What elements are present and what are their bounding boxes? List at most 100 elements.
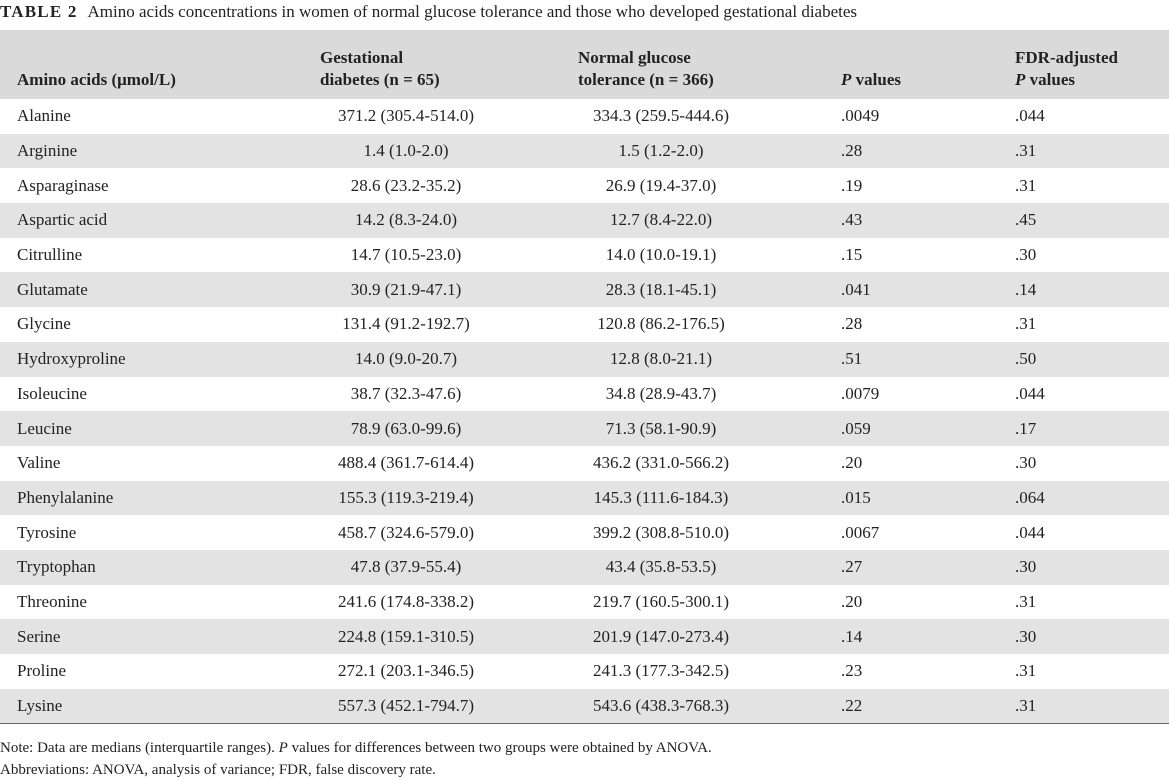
cell-p-value: .20 (841, 591, 863, 611)
cell-normal-glucose-tolerance: 1.5 (1.2-2.0) (618, 141, 704, 161)
cell-fdr-adjusted-p-value: .044 (1015, 522, 1045, 542)
table-row: Alanine 371.2 (305.4-514.0) 334.3 (259.5-4… (0, 99, 1169, 134)
note-line: Note: Data are medians (interquartile ra… (0, 740, 712, 756)
cell-amino-acid: Hydroxyproline (17, 349, 126, 369)
cell-p-value: .0067 (841, 522, 880, 542)
header-p-values: P values (841, 70, 901, 89)
table-body: Alanine 371.2 (305.4-514.0) 334.3 (259.5-4… (0, 99, 1169, 724)
header-fdr-adjusted-p-values: FDR-adjusted P values (1015, 48, 1118, 89)
cell-amino-acid: Tyrosine (17, 522, 77, 542)
cell-p-value: .14 (841, 626, 863, 646)
header-amino-acids: Amino acids (μmol/L) (17, 70, 176, 89)
cell-normal-glucose-tolerance: 71.3 (58.1-90.9) (605, 418, 717, 438)
table-label: TABLE 2 (0, 2, 78, 21)
cell-amino-acid: Tryptophan (17, 557, 96, 577)
cell-p-value: .19 (841, 175, 863, 195)
cell-normal-glucose-tolerance: 219.7 (160.5-300.1) (593, 591, 729, 611)
cell-amino-acid: Leucine (17, 418, 72, 438)
table-row: Citrulline 14.7 (10.5-23.0) 14.0 (10.0-19.… (0, 238, 1169, 273)
cell-gestational-diabetes: 241.6 (174.8-338.2) (338, 591, 474, 611)
table-row: Valine 488.4 (361.7-614.4) 436.2 (331.0-56… (0, 446, 1169, 481)
cell-gestational-diabetes: 155.3 (119.3-219.4) (338, 487, 474, 507)
cell-gestational-diabetes: 14.7 (10.5-23.0) (350, 245, 462, 265)
table-row: Aspartic acid 14.2 (8.3-24.0) 12.7 (8.4-22… (0, 203, 1169, 238)
table-title: Amino acids concentrations in women of n… (87, 2, 858, 21)
cell-p-value: .28 (841, 141, 863, 161)
cell-normal-glucose-tolerance: 43.4 (35.8-53.5) (605, 557, 717, 577)
cell-p-value: .22 (841, 695, 863, 715)
cell-p-value: .27 (841, 557, 863, 577)
cell-fdr-adjusted-p-value: .31 (1015, 591, 1037, 611)
cell-gestational-diabetes: 131.4 (91.2-192.7) (342, 314, 470, 334)
cell-fdr-adjusted-p-value: .31 (1015, 661, 1037, 681)
cell-amino-acid: Alanine (17, 106, 71, 126)
header-normal-glucose-tolerance: Normal glucose tolerance (n = 366) (578, 48, 714, 89)
cell-normal-glucose-tolerance: 12.8 (8.0-21.1) (610, 349, 712, 369)
table-row: Asparaginase 28.6 (23.2-35.2) 26.9 (19.4-3… (0, 168, 1169, 203)
cell-normal-glucose-tolerance: 334.3 (259.5-444.6) (593, 106, 729, 126)
cell-normal-glucose-tolerance: 399.2 (308.8-510.0) (593, 522, 729, 542)
cell-amino-acid: Serine (17, 626, 61, 646)
cell-fdr-adjusted-p-value: .45 (1015, 210, 1037, 230)
cell-p-value: .059 (841, 418, 871, 438)
cell-gestational-diabetes: 47.8 (37.9-55.4) (350, 557, 462, 577)
cell-fdr-adjusted-p-value: .30 (1015, 245, 1037, 265)
cell-p-value: .23 (841, 661, 863, 681)
table-row: Leucine 78.9 (63.0-99.6) 71.3 (58.1-90.9).… (0, 411, 1169, 446)
cell-normal-glucose-tolerance: 26.9 (19.4-37.0) (605, 175, 717, 195)
cell-normal-glucose-tolerance: 14.0 (10.0-19.1) (605, 245, 717, 265)
cell-amino-acid: Glycine (17, 314, 71, 334)
table-caption: TABLE 2 Amino acids concentrations in wom… (0, 2, 857, 28)
cell-normal-glucose-tolerance: 241.3 (177.3-342.5) (593, 661, 729, 681)
table-row: Tyrosine 458.7 (324.6-579.0) 399.2 (308.8-… (0, 515, 1169, 550)
amino-acids-table: Amino acids (μmol/L) Gestational diabetes… (0, 30, 1169, 724)
table-row: Threonine 241.6 (174.8-338.2) 219.7 (160.5… (0, 585, 1169, 620)
cell-p-value: .0079 (841, 383, 880, 403)
cell-amino-acid: Citrulline (17, 245, 83, 265)
table-row: Glycine 131.4 (91.2-192.7) 120.8 (86.2-176… (0, 307, 1169, 342)
cell-p-value: .015 (841, 487, 871, 507)
cell-p-value: .51 (841, 349, 863, 369)
cell-gestational-diabetes: 30.9 (21.9-47.1) (350, 279, 462, 299)
cell-normal-glucose-tolerance: 145.3 (111.6-184.3) (593, 487, 729, 507)
table-row: Serine 224.8 (159.1-310.5) 201.9 (147.0-27… (0, 619, 1169, 654)
cell-fdr-adjusted-p-value: .044 (1015, 106, 1045, 126)
cell-gestational-diabetes: 224.8 (159.1-310.5) (338, 626, 474, 646)
cell-fdr-adjusted-p-value: .064 (1015, 487, 1045, 507)
table-notes: Note: Data are medians (interquartile ra… (0, 737, 712, 781)
cell-normal-glucose-tolerance: 436.2 (331.0-566.2) (593, 453, 729, 473)
cell-fdr-adjusted-p-value: .044 (1015, 383, 1045, 403)
cell-gestational-diabetes: 272.1 (203.1-346.5) (338, 661, 474, 681)
amino-acids-table-wrapper: Amino acids (μmol/L) Gestational diabetes… (0, 30, 1169, 724)
cell-amino-acid: Arginine (17, 141, 78, 161)
cell-p-value: .28 (841, 314, 863, 334)
cell-p-value: .20 (841, 453, 863, 473)
cell-gestational-diabetes: 28.6 (23.2-35.2) (350, 175, 462, 195)
cell-amino-acid: Isoleucine (17, 383, 87, 403)
cell-fdr-adjusted-p-value: .31 (1015, 141, 1037, 161)
table-row: Isoleucine 38.7 (32.3-47.6) 34.8 (28.9-43.… (0, 377, 1169, 412)
cell-p-value: .43 (841, 210, 863, 230)
cell-gestational-diabetes: 458.7 (324.6-579.0) (338, 522, 474, 542)
cell-fdr-adjusted-p-value: .50 (1015, 349, 1037, 369)
cell-gestational-diabetes: 488.4 (361.7-614.4) (338, 453, 474, 473)
cell-amino-acid: Threonine (17, 591, 87, 611)
cell-gestational-diabetes: 78.9 (63.0-99.6) (350, 418, 462, 438)
cell-gestational-diabetes: 371.2 (305.4-514.0) (338, 106, 474, 126)
cell-p-value: .041 (841, 279, 871, 299)
cell-fdr-adjusted-p-value: .30 (1015, 453, 1037, 473)
cell-gestational-diabetes: 14.0 (9.0-20.7) (355, 349, 457, 369)
cell-amino-acid: Aspartic acid (17, 210, 108, 230)
cell-amino-acid: Proline (17, 661, 67, 681)
cell-fdr-adjusted-p-value: .30 (1015, 557, 1037, 577)
cell-amino-acid: Lysine (17, 695, 63, 715)
table-header: Amino acids (μmol/L) Gestational diabetes… (0, 30, 1169, 99)
cell-fdr-adjusted-p-value: .31 (1015, 175, 1037, 195)
table-row: Phenylalanine 155.3 (119.3-219.4) 145.3 (1… (0, 480, 1169, 516)
abbreviations-line: Abbreviations: ANOVA, analysis of varian… (0, 762, 436, 778)
cell-amino-acid: Asparaginase (17, 175, 109, 195)
table-row: Tryptophan 47.8 (37.9-55.4) 43.4 (35.8-53.… (0, 549, 1169, 585)
cell-gestational-diabetes: 1.4 (1.0-2.0) (363, 141, 449, 161)
table-row: Hydroxyproline 14.0 (9.0-20.7) 12.8 (8.0-2… (0, 341, 1169, 377)
cell-gestational-diabetes: 14.2 (8.3-24.0) (355, 210, 457, 230)
